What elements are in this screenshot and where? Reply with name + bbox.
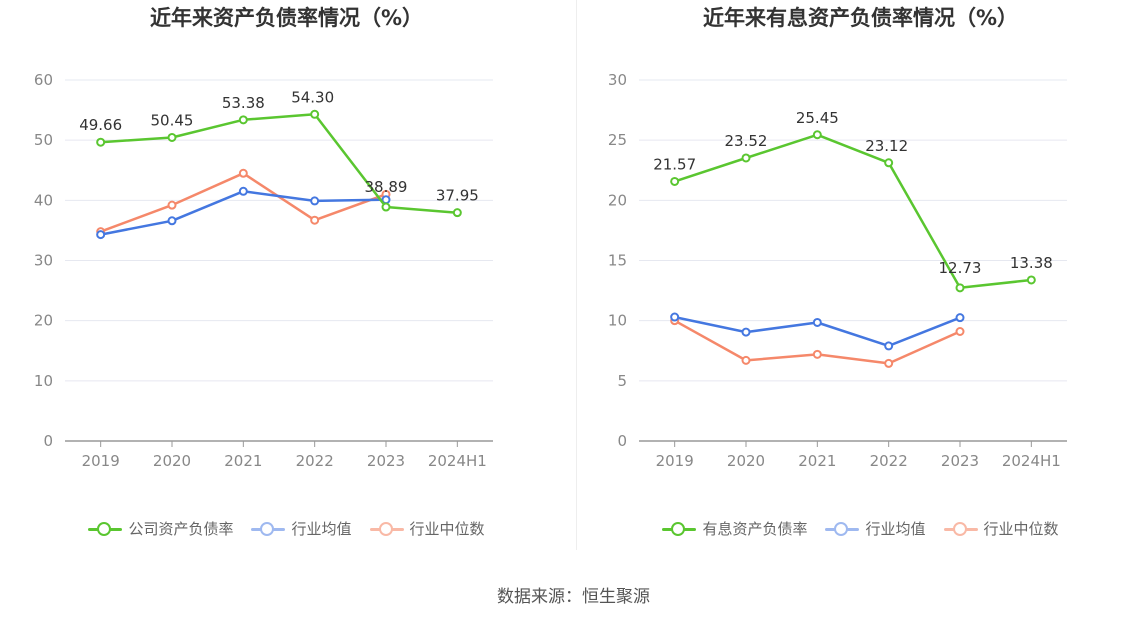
data-point <box>884 158 894 168</box>
series-line <box>674 133 1032 290</box>
legend-item[interactable]: 行业均值 <box>825 518 926 539</box>
y-tick-label: 10 <box>608 312 627 330</box>
legend-item[interactable]: 行业中位数 <box>943 518 1059 539</box>
data-label: 23.52 <box>725 132 768 150</box>
chart-panel-left: 近年来资产负债率情况（%） 0 10 20 30 40 50 60 2019 2020 2021 2… <box>0 0 573 560</box>
legend-label: 行业中位数 <box>409 520 485 538</box>
data-point <box>452 208 462 218</box>
y-tick-label: 30 <box>34 252 53 270</box>
data-point <box>310 196 320 206</box>
chart-title: 近年来资产负债率情况（%） <box>149 6 424 30</box>
x-tick-label: 2019 <box>656 452 694 470</box>
x-tick-label: 2023 <box>941 452 979 470</box>
y-tick-label: 40 <box>34 191 53 209</box>
data-point <box>955 313 965 323</box>
y-tick-label: 50 <box>34 131 53 149</box>
data-source-note: 数据来源：恒生聚源 <box>497 587 650 607</box>
series-line <box>100 172 387 233</box>
legend-label: 公司资产负债率 <box>128 520 234 538</box>
series-line <box>100 113 458 214</box>
y-tick-label: 0 <box>617 432 627 450</box>
data-label: 13.38 <box>1010 254 1053 272</box>
data-label: 53.38 <box>222 94 265 112</box>
data-label: 21.57 <box>653 155 696 173</box>
x-tick-label: 2021 <box>224 452 262 470</box>
x-tick-label: 2023 <box>367 452 405 470</box>
data-point <box>741 153 751 163</box>
line-chart-asset-liability: 0 10 20 30 40 50 60 2019 2020 2021 2022 2023 2024H1 4… <box>34 71 493 470</box>
legend-item[interactable]: 行业均值 <box>251 518 352 539</box>
data-label: 38.89 <box>365 178 408 196</box>
series-line <box>100 190 387 236</box>
legend: 公司资产负债率 行业均值 行业中位数 <box>0 518 573 539</box>
x-tick-label: 2020 <box>153 452 191 470</box>
data-point <box>96 137 106 147</box>
x-tick-label: 2021 <box>798 452 836 470</box>
y-tick-label: 20 <box>608 191 627 209</box>
y-tick-label: 5 <box>617 372 627 390</box>
legend-line-marker-icon <box>825 521 860 536</box>
data-point <box>670 312 680 322</box>
legend: 有息资产负债率 行业均值 行业中位数 <box>574 518 1147 539</box>
data-point <box>955 283 965 293</box>
legend-line-marker-icon <box>662 521 697 536</box>
y-tick-label: 10 <box>34 372 53 390</box>
data-point <box>167 132 177 142</box>
data-point <box>238 168 248 178</box>
x-tick-label: 2024H1 <box>428 452 487 470</box>
data-label: 23.12 <box>865 137 908 155</box>
legend-label: 行业均值 <box>865 520 926 538</box>
data-label: 12.73 <box>939 259 982 277</box>
data-point <box>167 216 177 226</box>
data-point <box>812 317 822 327</box>
data-point <box>812 130 822 140</box>
data-point <box>741 355 751 365</box>
data-point <box>884 358 894 368</box>
data-point <box>381 202 391 212</box>
x-tick-label: 2022 <box>296 452 334 470</box>
data-point <box>955 326 965 336</box>
data-point <box>167 200 177 210</box>
data-point <box>238 186 248 196</box>
legend-line-marker-icon <box>88 521 123 536</box>
data-point <box>884 341 894 351</box>
line-chart-interest-bearing-liability: 0 5 10 15 20 25 30 2019 2020 2021 2022 2023 2024H1 21… <box>608 71 1067 470</box>
legend-item[interactable]: 有息资产负债率 <box>662 518 807 539</box>
data-label: 37.95 <box>436 187 479 205</box>
data-point <box>310 109 320 119</box>
data-point <box>310 215 320 225</box>
y-tick-label: 20 <box>34 312 53 330</box>
data-label: 25.45 <box>796 109 839 127</box>
data-label: 49.66 <box>79 116 122 134</box>
legend-line-marker-icon <box>369 521 404 536</box>
y-tick-label: 15 <box>608 252 627 270</box>
legend-item[interactable]: 行业中位数 <box>369 518 485 539</box>
data-point <box>812 349 822 359</box>
legend-item[interactable]: 公司资产负债率 <box>88 518 233 539</box>
data-point <box>741 327 751 337</box>
legend-line-marker-icon <box>943 521 978 536</box>
y-tick-label: 30 <box>608 71 627 89</box>
data-point <box>670 176 680 186</box>
legend-line-marker-icon <box>251 521 286 536</box>
data-label: 54.30 <box>291 88 334 106</box>
x-tick-label: 2022 <box>870 452 908 470</box>
data-point <box>1026 275 1036 285</box>
data-point <box>238 115 248 125</box>
data-point <box>96 230 106 240</box>
y-tick-label: 25 <box>608 131 627 149</box>
chart-title: 近年来有息资产负债率情况（%） <box>702 6 1019 30</box>
legend-label: 行业均值 <box>291 520 352 538</box>
y-tick-label: 60 <box>34 71 53 89</box>
panel-divider <box>576 0 577 550</box>
data-label: 50.45 <box>151 111 194 129</box>
chart-panel-right: 近年来有息资产负债率情况（%） 0 5 10 15 20 25 30 2019 2020 2021… <box>574 0 1147 560</box>
x-tick-label: 2020 <box>727 452 765 470</box>
x-tick-label: 2024H1 <box>1002 452 1061 470</box>
legend-label: 有息资产负债率 <box>702 520 808 538</box>
legend-label: 行业中位数 <box>983 520 1059 538</box>
x-tick-label: 2019 <box>82 452 120 470</box>
y-tick-label: 0 <box>43 432 53 450</box>
